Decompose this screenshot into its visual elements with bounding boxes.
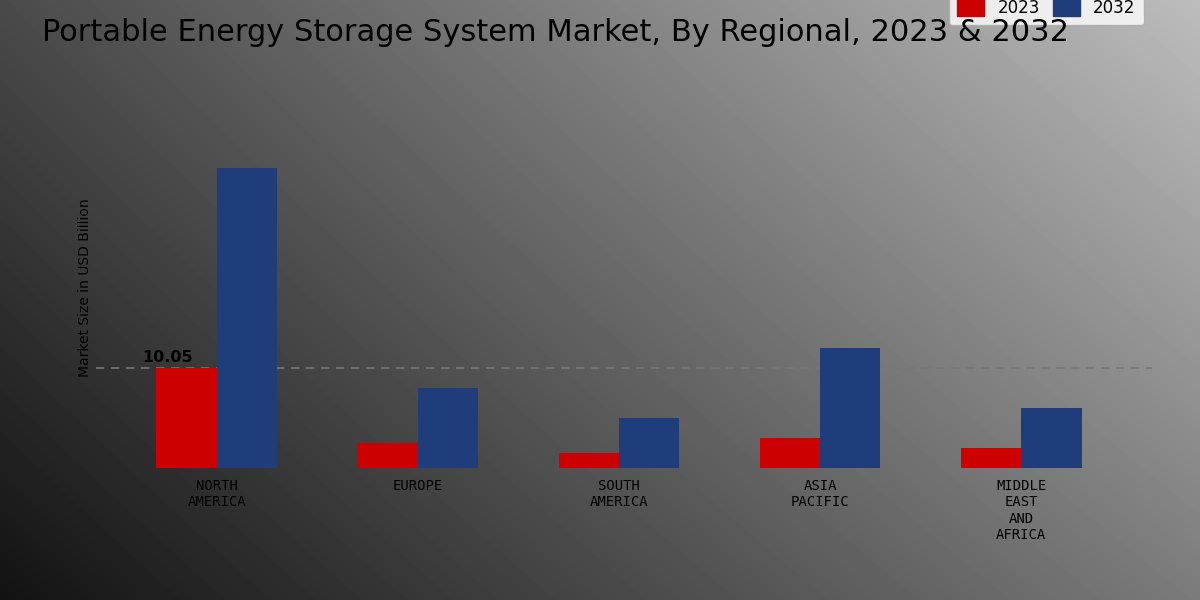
Bar <box>760 438 820 468</box>
Legend: 2023, 2032: 2023, 2032 <box>949 0 1144 25</box>
Bar <box>559 453 619 468</box>
Bar <box>619 418 679 468</box>
Y-axis label: Market Size in USD Billion: Market Size in USD Billion <box>78 199 92 377</box>
Text: Portable Energy Storage System Market, By Regional, 2023 & 2032: Portable Energy Storage System Market, B… <box>42 18 1069 47</box>
Bar <box>820 348 881 468</box>
Bar <box>217 168 277 468</box>
Text: 10.05: 10.05 <box>143 349 193 364</box>
Bar <box>1021 408 1081 468</box>
Bar <box>418 388 478 468</box>
Bar <box>961 448 1021 468</box>
Bar <box>358 443 418 468</box>
Bar <box>156 367 217 468</box>
